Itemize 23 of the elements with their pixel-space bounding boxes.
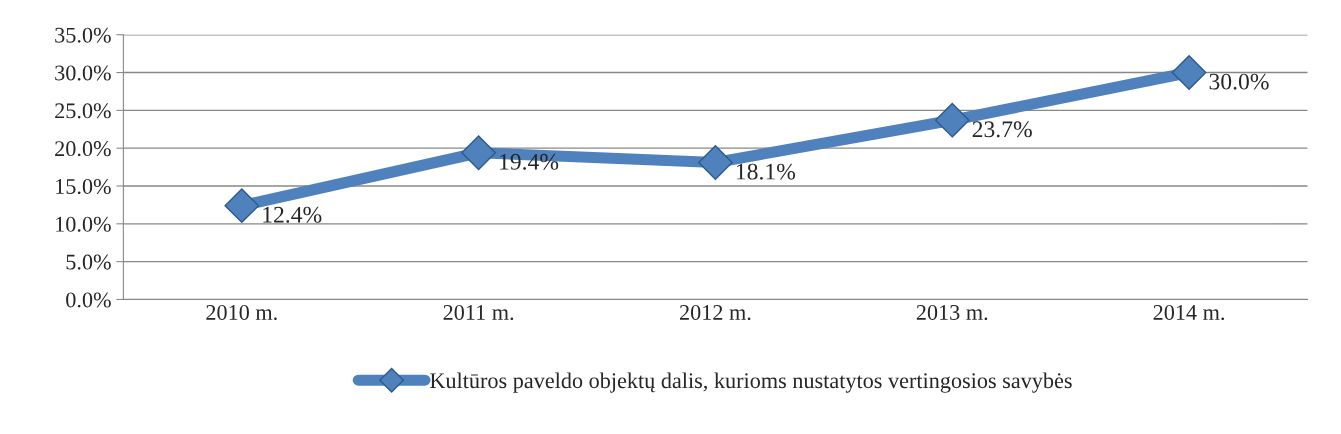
y-tick-label: 5.0% — [66, 254, 111, 270]
x-tick-label: 2014 m. — [1153, 304, 1225, 321]
data-label: 30.0% — [1209, 73, 1269, 90]
y-tick-label: 10.0% — [56, 216, 111, 232]
x-tick-label: 2011 m. — [443, 304, 514, 321]
point — [224, 188, 260, 224]
y-tick-label: 20.0% — [55, 141, 111, 157]
y-tick-label: 25.0% — [55, 103, 111, 119]
data-label: 23.7% — [972, 121, 1032, 138]
data-label: 18.1% — [736, 163, 796, 180]
x-tick-label: 2012 m. — [679, 304, 751, 321]
x-tick-label: 2013 m. — [916, 304, 988, 321]
y-tick-label: 0.0% — [66, 292, 111, 308]
point — [934, 102, 970, 138]
y-tick-label: 30.0% — [55, 65, 111, 81]
point — [1171, 55, 1207, 90]
point — [461, 135, 496, 171]
y-tick-label: 35.0% — [55, 27, 111, 43]
data-label: 12.4% — [263, 206, 322, 223]
x-tick-label: 2010 m. — [206, 304, 277, 321]
point — [698, 145, 733, 180]
y-tick-label: 15.0% — [56, 178, 111, 195]
legend-label: Kultūros paveldo objektų dalis, kurioms nustatytos vertingosios savybės — [430, 372, 1072, 393]
